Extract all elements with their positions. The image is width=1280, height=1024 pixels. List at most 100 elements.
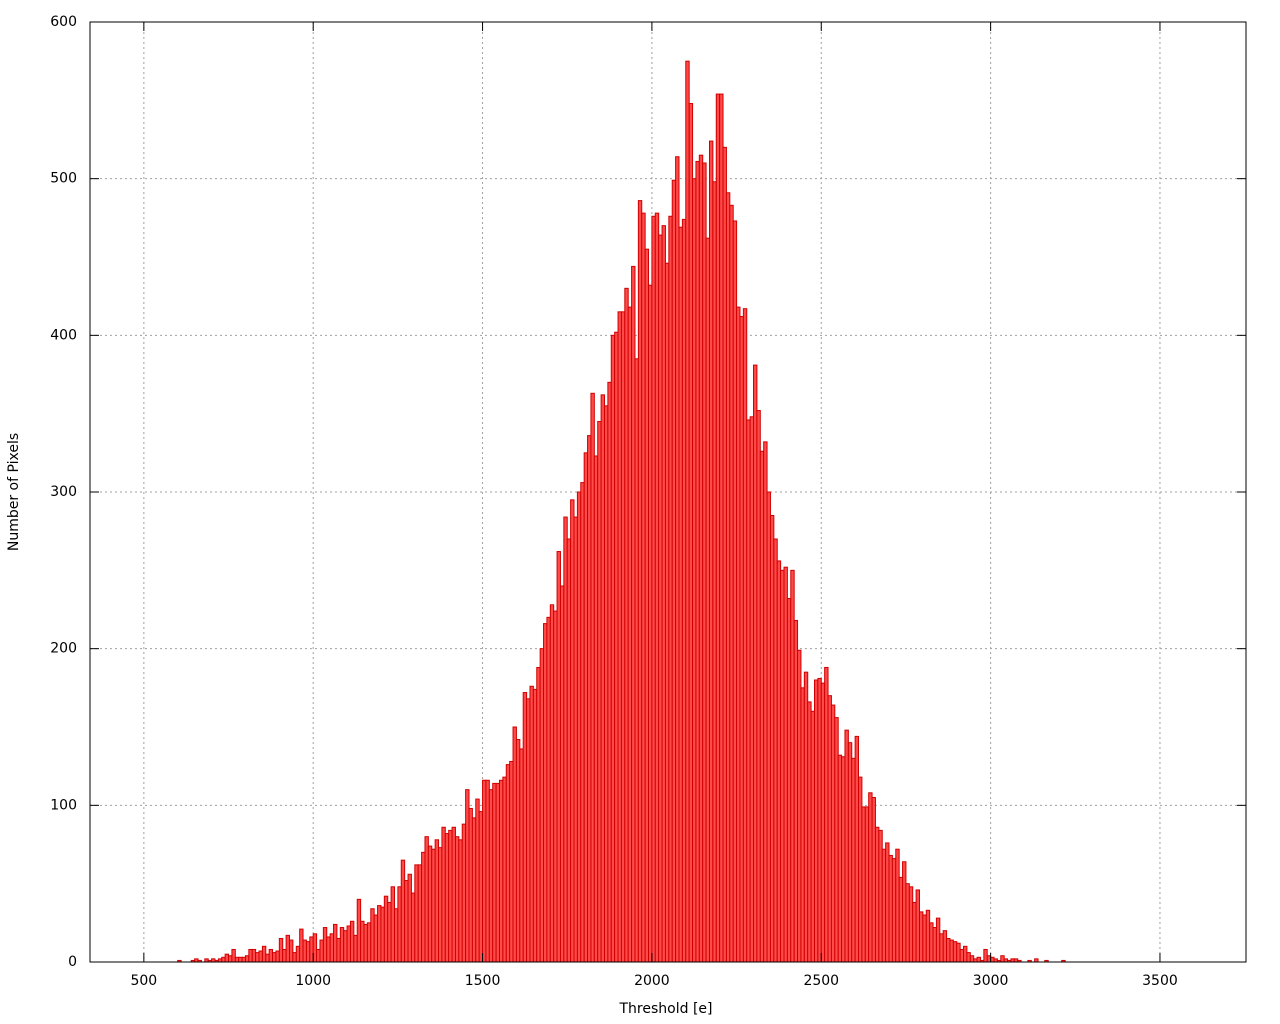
histogram-bar [885,842,890,963]
histogram-bar [915,889,920,963]
histogram-bar [861,806,866,963]
histogram-bar [299,928,304,963]
histogram-bar [380,906,385,963]
histogram-bar [935,917,941,963]
histogram-bar [326,936,331,963]
histogram-bar [983,948,988,963]
histogram-bar [824,666,829,963]
histogram-bar [356,898,362,963]
histogram-bar [742,308,748,963]
x-tick-label: 2500 [803,973,839,989]
histogram-bar [844,729,849,963]
histogram-bar [390,886,395,963]
histogram-bar [753,364,758,963]
histogram-bar [272,952,277,963]
histogram-bar [302,939,307,963]
histogram-bar [793,619,799,963]
histogram-bar [539,648,545,963]
x-tick-label: 1000 [295,973,331,989]
histogram-bar [522,692,528,963]
histogram-bar [918,911,924,963]
histogram-bar [407,873,412,963]
histogram-bar [990,956,995,963]
histogram-bar [803,671,809,963]
histogram-bar [922,914,927,963]
histogram-bar [244,955,250,963]
histogram-bar [797,649,802,963]
histogram-bar [902,861,907,963]
histogram-bar [485,779,490,963]
y-tick-label: 500 [50,171,77,187]
histogram-bar [658,234,663,963]
histogram-bar [590,392,595,963]
x-tick-label: 3000 [973,973,1009,989]
histogram-bar [736,306,741,963]
y-tick-label: 300 [50,484,77,500]
histogram-bar [708,140,714,963]
histogram-bar [878,829,883,963]
histogram-bar [668,215,673,963]
histogram-bar [454,836,460,963]
histogram-bar [712,181,717,963]
histogram-bar [759,450,765,963]
histogram-bar [644,248,650,963]
histogram-bar [634,358,639,963]
histogram-bar [488,789,494,963]
histogram-bar [864,806,870,963]
histogram-bar [651,215,656,963]
histogram-bar [837,754,843,963]
histogram-bar [238,956,243,963]
histogram-bar [559,585,565,963]
histogram-bar [641,212,646,963]
histogram-bar [888,854,893,963]
histogram-bar [769,515,775,963]
histogram-bar [556,551,561,963]
histogram-bar [729,204,734,963]
histogram-bar [268,948,274,963]
histogram-bar [719,93,724,963]
histogram-bar [610,334,616,963]
histogram-bar [963,945,968,963]
histogram-bar [810,710,815,963]
histogram-bar [959,948,965,963]
histogram-bar [471,817,477,963]
histogram-bar [336,938,341,963]
histogram-bar [410,892,416,963]
histogram-bar [603,405,609,963]
histogram-bar [515,739,521,963]
histogram-bar [966,952,971,963]
histogram-bar [458,839,463,963]
histogram-bar [580,482,585,963]
histogram-bar [421,851,426,963]
histogram-bar [678,226,683,963]
histogram-bar [776,560,782,963]
histogram-bar [346,925,351,963]
histogram-bar [905,883,910,963]
histogram-bar [339,927,345,963]
histogram-bar [400,859,406,963]
histogram-bar [353,934,358,963]
histogram-bar [387,901,392,963]
histogram-bar [942,930,948,963]
histogram-bar [841,756,846,963]
histogram-bar [465,789,470,963]
histogram-bar [448,829,453,963]
histogram-bar [881,848,887,963]
histogram-bar [766,491,771,963]
y-tick-label: 400 [50,327,77,343]
y-tick-label: 600 [50,14,77,30]
histogram-bar [790,569,795,963]
histogram-bar [319,939,324,963]
histogram-bar [377,905,382,963]
histogram-bar [414,864,419,963]
histogram-bar [854,735,860,963]
histogram-bar [543,623,548,963]
histogram-bar [512,726,517,963]
histogram-bar [1000,955,1005,963]
histogram-bar [373,914,379,963]
histogram-bar [627,306,633,963]
y-tick-label: 100 [50,797,77,813]
x-tick-label: 2000 [634,973,670,989]
histogram-bar [786,598,792,963]
histogram-bar [224,953,230,963]
